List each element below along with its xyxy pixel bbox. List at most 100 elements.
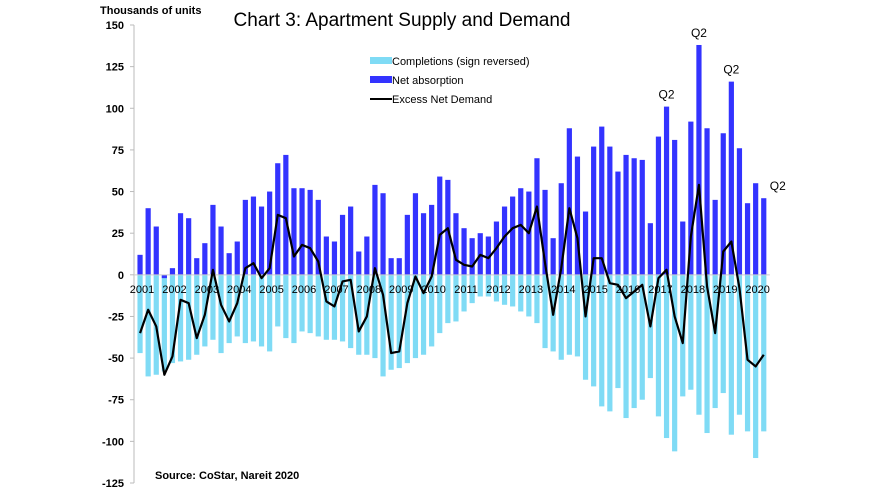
absorption-bar: [388, 258, 394, 275]
absorption-bar: [744, 203, 751, 275]
x-tick-label: 2005: [259, 284, 283, 296]
absorption-bar: [348, 206, 354, 275]
absorption-bar: [291, 188, 297, 275]
x-tick-label: 2001: [130, 284, 154, 296]
legend: Completions (sign reversed) Net absorpti…: [370, 56, 530, 106]
absorption-bar: [534, 158, 540, 275]
absorption-bar: [429, 204, 435, 275]
completions-bar: [615, 274, 621, 389]
completions-bar: [526, 274, 532, 317]
absorption-bar: [226, 253, 232, 275]
completions-bar: [210, 274, 216, 340]
absorption-bar: [485, 236, 491, 275]
completions-bar: [161, 274, 167, 372]
x-tick-label: 2020: [745, 284, 769, 296]
absorption-bar: [753, 183, 759, 275]
completions-bar: [186, 274, 192, 360]
absorption-bar: [372, 184, 378, 275]
absorption-bar: [469, 238, 475, 275]
absorption-bar: [307, 189, 313, 275]
absorption-bar: [331, 241, 338, 275]
completions-bar: [380, 274, 386, 377]
completions-bar: [534, 274, 540, 324]
absorption-bar: [145, 208, 151, 275]
absorption-bar: [242, 199, 248, 275]
completions-bar: [420, 274, 427, 355]
completions-bar: [137, 274, 143, 354]
absorption-bar: [680, 221, 686, 275]
completions-bar: [582, 274, 589, 380]
x-tick-label: 2007: [324, 284, 348, 296]
legend-swatch-absorption: [370, 76, 392, 83]
x-tick-label: 2009: [389, 284, 413, 296]
absorption-bar: [194, 258, 200, 275]
completions-bar: [477, 274, 483, 297]
absorption-bar: [607, 146, 613, 275]
absorption-bar: [315, 199, 321, 275]
absorption-bar: [696, 44, 702, 275]
y-tick-label: -125: [102, 478, 124, 490]
x-tick-label: 2008: [357, 284, 381, 296]
completions-bar: [323, 274, 329, 340]
legend-label-absorption: Net absorption: [392, 75, 464, 87]
y-tick-label: -100: [102, 436, 124, 448]
absorption-bar: [323, 236, 329, 275]
completions-bar: [412, 274, 419, 359]
x-tick-label: 2003: [195, 284, 219, 296]
absorption-bar: [639, 159, 645, 275]
y-axis-label: Thousands of units: [100, 5, 201, 17]
y-tick-label: -25: [108, 311, 124, 323]
completions-bar: [299, 274, 305, 332]
absorption-bar: [672, 139, 678, 275]
absorption-bar: [599, 126, 605, 275]
completions-bar: [704, 274, 710, 434]
completions-bar: [566, 274, 572, 355]
completions-bar: [623, 274, 629, 419]
legend-label-excess: Excess Net Demand: [392, 94, 492, 106]
completions-bar: [485, 274, 491, 297]
completions-bar: [250, 274, 257, 342]
absorption-bar: [364, 236, 370, 275]
absorption-bar: [518, 188, 524, 275]
absorption-bar: [218, 226, 224, 275]
q2-annotation: Q2: [770, 179, 786, 193]
absorption-bar: [615, 171, 621, 275]
completions-bar: [663, 274, 670, 439]
absorption-bar: [453, 213, 459, 275]
completions-bar: [356, 274, 362, 355]
completions-bar: [145, 274, 151, 377]
y-tick-label: 150: [106, 20, 124, 32]
x-tick-label: 2013: [519, 284, 543, 296]
completions-bar: [388, 274, 394, 370]
x-tick-label: 2017: [648, 284, 672, 296]
completions-bar: [655, 274, 662, 417]
completions-bar: [736, 274, 743, 415]
absorption-bar: [510, 196, 516, 275]
absorption-bar: [202, 243, 208, 275]
source-note: Source: CoStar, Nareit 2020: [155, 470, 299, 482]
completions-bar: [607, 274, 613, 412]
absorption-bar: [250, 196, 257, 275]
completions-bar: [396, 274, 402, 369]
absorption-bar: [761, 198, 767, 275]
completions-bar: [510, 274, 516, 307]
absorption-bar: [267, 191, 273, 275]
completions-bar: [501, 274, 508, 305]
absorption-bar: [137, 254, 143, 275]
completions-bar: [518, 274, 524, 312]
completions-bar: [631, 274, 637, 409]
absorption-bar: [437, 176, 443, 275]
completions-bar: [712, 274, 718, 409]
absorption-bar: [501, 206, 508, 275]
completions-bar: [194, 274, 200, 355]
completions-bar: [696, 274, 702, 415]
absorption-bar: [153, 226, 159, 275]
excess-net-demand-line: [139, 183, 765, 376]
absorption-bar: [720, 133, 726, 275]
absorption-bar: [623, 154, 629, 275]
completions-bar: [348, 274, 354, 349]
completions-bar: [574, 274, 581, 357]
absorption-bar: [712, 199, 718, 275]
y-tick-label: 25: [112, 228, 124, 240]
completions-bar: [437, 274, 443, 334]
